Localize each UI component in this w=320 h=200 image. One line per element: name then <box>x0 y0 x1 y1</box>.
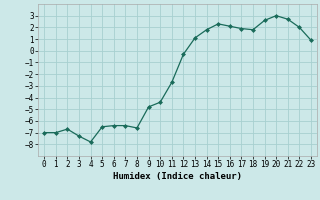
X-axis label: Humidex (Indice chaleur): Humidex (Indice chaleur) <box>113 172 242 181</box>
